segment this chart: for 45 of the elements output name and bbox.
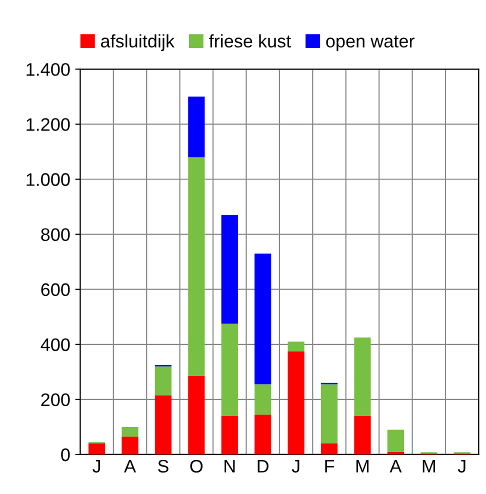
bar	[320, 443, 338, 454]
bar	[354, 338, 371, 416]
y-tick-label: 1.000	[26, 173, 70, 186]
x-tick-label: A	[124, 460, 136, 472]
bar	[122, 436, 138, 454]
bar	[221, 324, 238, 416]
y-tick-label: 0	[61, 448, 70, 462]
bar	[387, 452, 404, 454]
bar	[320, 384, 338, 444]
y-tick-label: 800	[41, 228, 70, 242]
bar	[221, 416, 238, 454]
y-tick-label: 400	[40, 338, 70, 352]
y-tick-label: 600	[41, 283, 70, 296]
y-tick-label: 200	[41, 393, 70, 406]
x-tick-label: M	[356, 460, 369, 472]
bar	[254, 254, 272, 384]
bar	[122, 426, 138, 437]
bar	[254, 384, 272, 415]
y-tick-label: 1.400	[26, 63, 70, 76]
x-tick-label: D	[258, 460, 268, 472]
x-tick-label: J	[458, 460, 466, 473]
bar	[387, 430, 404, 452]
x-tick-label: J	[292, 460, 300, 473]
bar	[154, 366, 172, 396]
bar	[354, 416, 371, 454]
bar	[188, 157, 205, 376]
x-tick-label: S	[158, 460, 168, 473]
bar	[288, 342, 304, 352]
x-tick-label: J	[92, 460, 100, 473]
legend-label: friese kust	[209, 34, 291, 48]
x-tick-label: N	[224, 460, 235, 472]
x-tick-label: M	[422, 460, 435, 472]
x-tick-label: F	[325, 460, 334, 472]
bar	[188, 376, 205, 454]
x-tick-label: O	[190, 460, 203, 473]
bar	[221, 215, 238, 324]
bar	[288, 351, 304, 454]
bar	[188, 96, 205, 158]
bar	[88, 443, 106, 454]
legend-label: open water	[326, 36, 414, 52]
x-tick-label: A	[390, 460, 402, 472]
legend-label: afsluitdijk	[101, 34, 175, 52]
bar	[254, 414, 272, 454]
y-tick-label: 1.200	[26, 118, 70, 131]
bar	[154, 395, 172, 454]
